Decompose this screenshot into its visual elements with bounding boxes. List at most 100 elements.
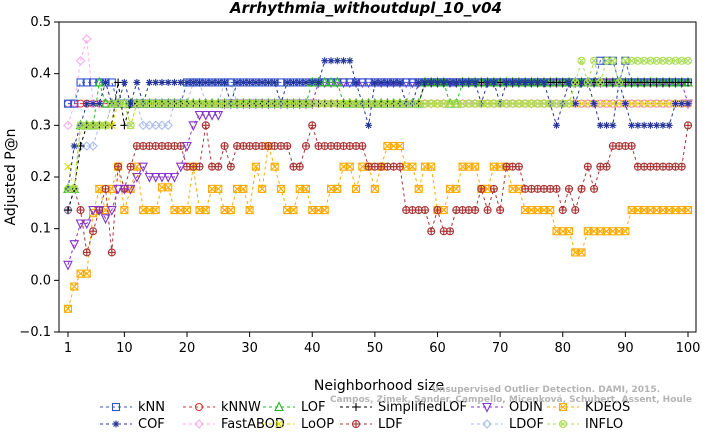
x-tick-label: 70 [492, 341, 509, 356]
point-ldf [76, 206, 85, 215]
point-inflo [314, 99, 323, 108]
point-odin [88, 206, 98, 216]
point-fastabod [670, 98, 681, 109]
point-kdeos [245, 206, 254, 215]
point-kdeos [195, 206, 204, 215]
y-tick-label: 0.2 [30, 170, 51, 185]
point-ldf [195, 162, 204, 171]
point-odin [163, 172, 174, 183]
point-odin [113, 184, 123, 195]
point-kdeos [577, 248, 586, 257]
point-fastabod [676, 98, 687, 109]
point-kdeos [182, 206, 192, 215]
point-cof [377, 78, 385, 86]
point-cof [490, 78, 498, 86]
point-fastabod [589, 98, 599, 109]
point-lof [94, 76, 105, 87]
point-kdeos [258, 184, 267, 193]
point-ldf [295, 162, 304, 171]
point-fastabod [683, 98, 693, 109]
point-odin [144, 172, 155, 183]
point-odin [69, 240, 80, 250]
legend-marker-odin [482, 402, 492, 413]
point-inflo [521, 99, 530, 108]
point-kdeos [283, 206, 292, 215]
point-kdeos [521, 206, 530, 215]
point-inflo [533, 99, 542, 108]
point-inflo [276, 99, 285, 108]
point-fastabod [595, 98, 606, 109]
point-cof [415, 78, 423, 86]
point-inflo [602, 56, 611, 65]
point-knn [82, 78, 91, 87]
point-kdeos [214, 184, 223, 193]
legend-marker-cof [112, 420, 120, 428]
point-cof [603, 121, 611, 129]
point-inflo [270, 99, 279, 108]
point-odin [113, 184, 123, 195]
point-inflo [295, 99, 304, 108]
point-kdeos [120, 206, 129, 215]
point-odin [169, 172, 180, 183]
point-cof [264, 78, 272, 86]
point-ldof [150, 120, 161, 131]
point-inflo [658, 56, 667, 65]
point-loop [596, 99, 605, 108]
point-ldof [88, 141, 98, 151]
point-kdeos [333, 184, 342, 193]
point-inflo [145, 99, 154, 108]
point-inflo [63, 184, 73, 193]
point-inflo [339, 99, 348, 108]
legend-item-ldof: LDOF [471, 417, 544, 432]
point-odin [188, 121, 199, 132]
legend-label-knnw: kNNW [221, 400, 261, 415]
point-inflo [345, 99, 354, 108]
point-inflo [207, 99, 217, 108]
point-odin [150, 172, 161, 183]
point-cof [289, 78, 297, 86]
point-cof [365, 121, 373, 129]
point-kdeos [370, 184, 379, 193]
point-inflo [502, 99, 511, 108]
point-kdeos [370, 184, 379, 193]
point-inflo [233, 99, 242, 108]
point-inflo [189, 99, 198, 108]
point-kdeos [226, 206, 235, 215]
point-cof [371, 78, 379, 86]
point-odin [163, 172, 174, 183]
legend-marker-loop [275, 420, 283, 428]
point-odin [94, 206, 105, 216]
point-kdeos [70, 282, 79, 291]
point-ldf [564, 184, 574, 193]
point-ldof [157, 120, 167, 131]
x-tick-label: 80 [554, 341, 571, 356]
point-cof [390, 78, 398, 86]
point-inflo [583, 78, 592, 87]
point-inflo [364, 99, 373, 108]
point-fastabod [608, 98, 618, 109]
point-cof [590, 100, 598, 108]
point-loop [627, 99, 636, 108]
point-inflo [483, 99, 492, 108]
point-fastabod [88, 98, 98, 109]
point-cof [509, 78, 517, 86]
point-cof [246, 78, 254, 86]
point-inflo [489, 99, 498, 108]
point-odin [69, 240, 80, 250]
point-loop [64, 162, 72, 171]
point-fastabod [633, 98, 643, 109]
point-ldof [150, 120, 161, 131]
legend-marker-knnw [194, 402, 204, 412]
point-lof [319, 76, 330, 87]
y-tick-label: 0.1 [30, 222, 51, 237]
point-inflo [414, 99, 423, 108]
point-kdeos [677, 206, 686, 215]
point-kdeos [308, 206, 317, 215]
point-cof [327, 57, 335, 65]
point-kdeos [564, 227, 574, 236]
point-kdeos [176, 206, 185, 215]
point-odin [75, 219, 86, 230]
point-inflo [471, 99, 480, 108]
legend-marker-knnw [194, 402, 204, 412]
point-inflo [633, 56, 642, 65]
